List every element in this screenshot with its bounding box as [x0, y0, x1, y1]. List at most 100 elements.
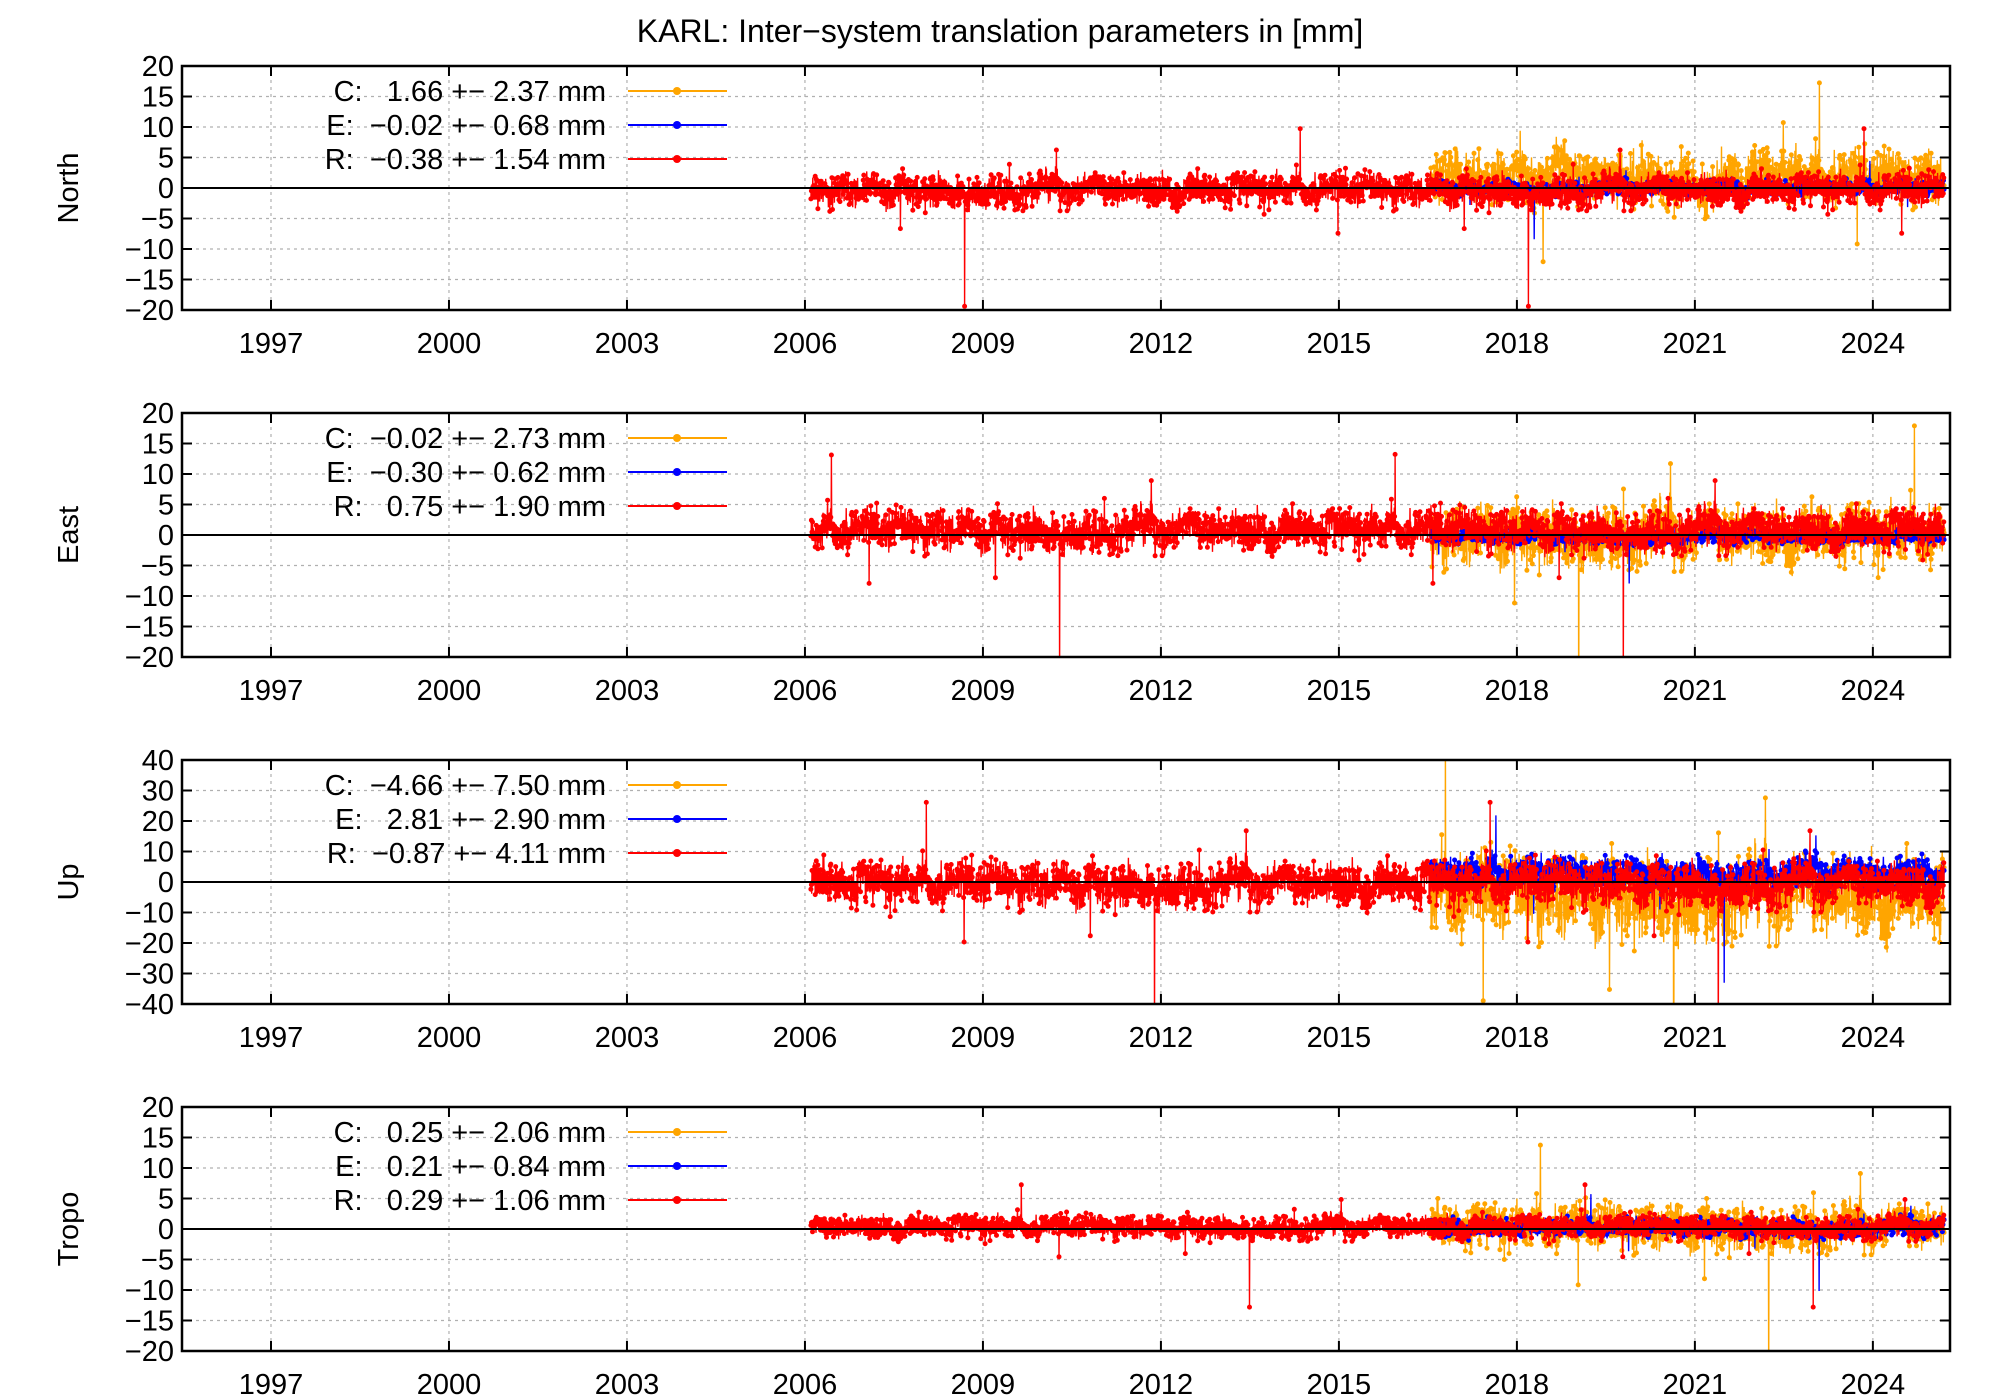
legend-entry-R: R: −0.38 +− 1.54 mm — [325, 144, 606, 176]
series-line-R — [810, 454, 1945, 657]
y-tick-label: 5 — [158, 490, 174, 522]
x-tick-label: 2021 — [1663, 1369, 1728, 1400]
legend-entry-R: R: 0.29 +− 1.06 mm — [334, 1185, 606, 1217]
legend-entry-C: C: 0.25 +− 2.06 mm — [334, 1117, 606, 1149]
x-tick-label: 2015 — [1307, 1369, 1372, 1400]
x-tick-label: 2000 — [417, 1369, 482, 1400]
y-tick-label: 10 — [142, 1153, 174, 1185]
x-tick-label: 2003 — [595, 1369, 660, 1400]
legend-marker-R — [673, 155, 681, 163]
x-tick-label: 2006 — [773, 328, 838, 360]
legend-marker-C — [673, 434, 681, 442]
series-group — [808, 760, 1947, 1004]
series-line-C — [1430, 760, 1945, 1004]
x-tick-label: 2009 — [951, 675, 1016, 707]
y-tick-label: −15 — [125, 612, 174, 644]
y-tick-label: 15 — [142, 1123, 174, 1155]
legend-marker-C — [673, 1128, 681, 1136]
x-tick-label: 2018 — [1485, 328, 1550, 360]
x-tick-label: 2021 — [1663, 675, 1728, 707]
y-tick-label: 20 — [142, 51, 174, 83]
y-axis-label: North — [53, 153, 85, 224]
y-tick-label: 20 — [142, 806, 174, 838]
y-tick-label: −10 — [125, 1275, 174, 1307]
legend-marker-C — [673, 781, 681, 789]
y-tick-label: 0 — [158, 173, 174, 205]
y-tick-label: 10 — [142, 837, 174, 869]
x-tick-label: 2003 — [595, 675, 660, 707]
legend-entry-E: E: 2.81 +− 2.90 mm — [335, 804, 606, 836]
y-tick-label: 0 — [158, 1214, 174, 1246]
y-axis-label: East — [53, 506, 85, 564]
series-points-R — [808, 451, 1947, 586]
y-tick-label: −20 — [125, 928, 174, 960]
legend-entry-R: R: −0.87 +− 4.11 mm — [327, 838, 606, 870]
x-tick-label: 2009 — [951, 1022, 1016, 1054]
y-tick-label: 5 — [158, 143, 174, 175]
x-tick-label: 1997 — [239, 1022, 304, 1054]
legend-entry-E: E: −0.02 +− 0.68 mm — [326, 110, 606, 142]
x-tick-label: 2000 — [417, 1022, 482, 1054]
legend-entry-C: C: 1.66 +− 2.37 mm — [334, 76, 606, 108]
y-tick-label: 10 — [142, 459, 174, 491]
y-tick-label: 30 — [142, 776, 174, 808]
x-tick-label: 2000 — [417, 328, 482, 360]
x-tick-label: 2015 — [1307, 1022, 1372, 1054]
y-tick-label: −10 — [125, 581, 174, 613]
x-tick-label: 2006 — [773, 1369, 838, 1400]
series-line-R — [810, 1184, 1945, 1308]
y-tick-label: −5 — [141, 551, 174, 583]
x-tick-label: 2015 — [1307, 328, 1372, 360]
x-tick-label: 2012 — [1129, 675, 1194, 707]
x-tick-label: 2015 — [1307, 675, 1372, 707]
y-tick-label: −20 — [125, 1336, 174, 1368]
x-tick-label: 1997 — [239, 328, 304, 360]
y-tick-label: −15 — [125, 1306, 174, 1338]
y-axis-label: Tropo — [53, 1192, 85, 1267]
series-group — [808, 1142, 1947, 1351]
x-tick-label: 2018 — [1485, 1369, 1550, 1400]
series-points-C — [1428, 1142, 1947, 1288]
legend-entry-C: C: −4.66 +− 7.50 mm — [325, 770, 606, 802]
legend-marker-C — [673, 87, 681, 95]
y-tick-label: −15 — [125, 265, 174, 297]
y-tick-label: −20 — [125, 295, 174, 327]
x-tick-label: 2024 — [1841, 675, 1906, 707]
y-tick-label: 10 — [142, 112, 174, 144]
x-tick-label: 2003 — [595, 1022, 660, 1054]
y-tick-label: 15 — [142, 82, 174, 114]
y-tick-label: 0 — [158, 867, 174, 899]
legend-marker-R — [673, 1196, 681, 1204]
y-tick-label: −40 — [125, 989, 174, 1021]
legend-marker-E — [673, 815, 681, 823]
y-tick-label: −20 — [125, 642, 174, 674]
x-tick-label: 2024 — [1841, 1369, 1906, 1400]
legend-entry-E: E: 0.21 +− 0.84 mm — [335, 1151, 606, 1183]
legend-marker-E — [673, 468, 681, 476]
x-tick-label: 2024 — [1841, 1022, 1906, 1054]
chart-title: KARL: Inter−system translation parameter… — [637, 13, 1363, 49]
x-tick-label: 2021 — [1663, 328, 1728, 360]
y-tick-label: 0 — [158, 520, 174, 552]
y-tick-label: 20 — [142, 1092, 174, 1124]
x-tick-label: 2006 — [773, 675, 838, 707]
x-tick-label: 2012 — [1129, 1022, 1194, 1054]
legend-entry-E: E: −0.30 +− 0.62 mm — [326, 457, 606, 489]
series-group — [808, 423, 1947, 657]
y-tick-label: 20 — [142, 398, 174, 430]
x-tick-label: 2024 — [1841, 328, 1906, 360]
x-tick-label: 1997 — [239, 1369, 304, 1400]
series-points-C — [1428, 795, 1947, 1004]
legend-marker-R — [673, 502, 681, 510]
y-tick-label: 40 — [142, 745, 174, 777]
series-line-C — [1430, 1145, 1945, 1351]
y-tick-label: 15 — [142, 429, 174, 461]
legend-marker-E — [673, 1162, 681, 1170]
x-tick-label: 2021 — [1663, 1022, 1728, 1054]
x-tick-label: 2009 — [951, 328, 1016, 360]
y-tick-label: −10 — [125, 234, 174, 266]
y-axis-label: Up — [53, 863, 85, 900]
